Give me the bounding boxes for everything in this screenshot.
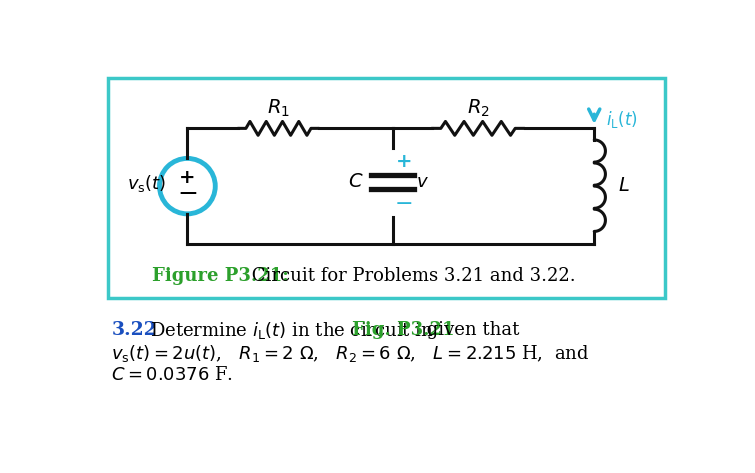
Text: $R_2$: $R_2$ <box>467 98 489 119</box>
Text: $v$: $v$ <box>416 173 429 191</box>
Text: Circuit for Problems 3.21 and 3.22.: Circuit for Problems 3.21 and 3.22. <box>245 267 575 285</box>
Text: $L$: $L$ <box>618 177 630 195</box>
Text: +: + <box>179 169 196 187</box>
Text: Determine $i_\mathrm{L}(t)$ in the circuit in: Determine $i_\mathrm{L}(t)$ in the circu… <box>150 320 434 341</box>
Text: Fig. P3.21: Fig. P3.21 <box>352 321 455 339</box>
Text: $v_\mathrm{s}(t) = 2u(t)$,   $R_1 = 2\ \Omega$,   $R_2 = 6\ \Omega$,   $L = 2.21: $v_\mathrm{s}(t) = 2u(t)$, $R_1 = 2\ \Om… <box>112 343 590 364</box>
Text: −: − <box>177 183 198 206</box>
Text: $R_1$: $R_1$ <box>267 98 290 119</box>
Text: $C = 0.0376$ F.: $C = 0.0376$ F. <box>112 366 233 384</box>
Text: −: − <box>395 193 414 215</box>
Text: +: + <box>396 153 413 171</box>
Text: Figure P3.21:: Figure P3.21: <box>153 267 289 285</box>
Text: 3.22: 3.22 <box>112 321 157 339</box>
Bar <box>108 79 664 298</box>
Text: given that: given that <box>421 321 519 339</box>
Text: $i_\mathrm{L}(t)$: $i_\mathrm{L}(t)$ <box>606 109 637 130</box>
Text: $v_\mathrm{s}(t)$: $v_\mathrm{s}(t)$ <box>128 173 167 194</box>
Text: $C$: $C$ <box>348 173 363 191</box>
